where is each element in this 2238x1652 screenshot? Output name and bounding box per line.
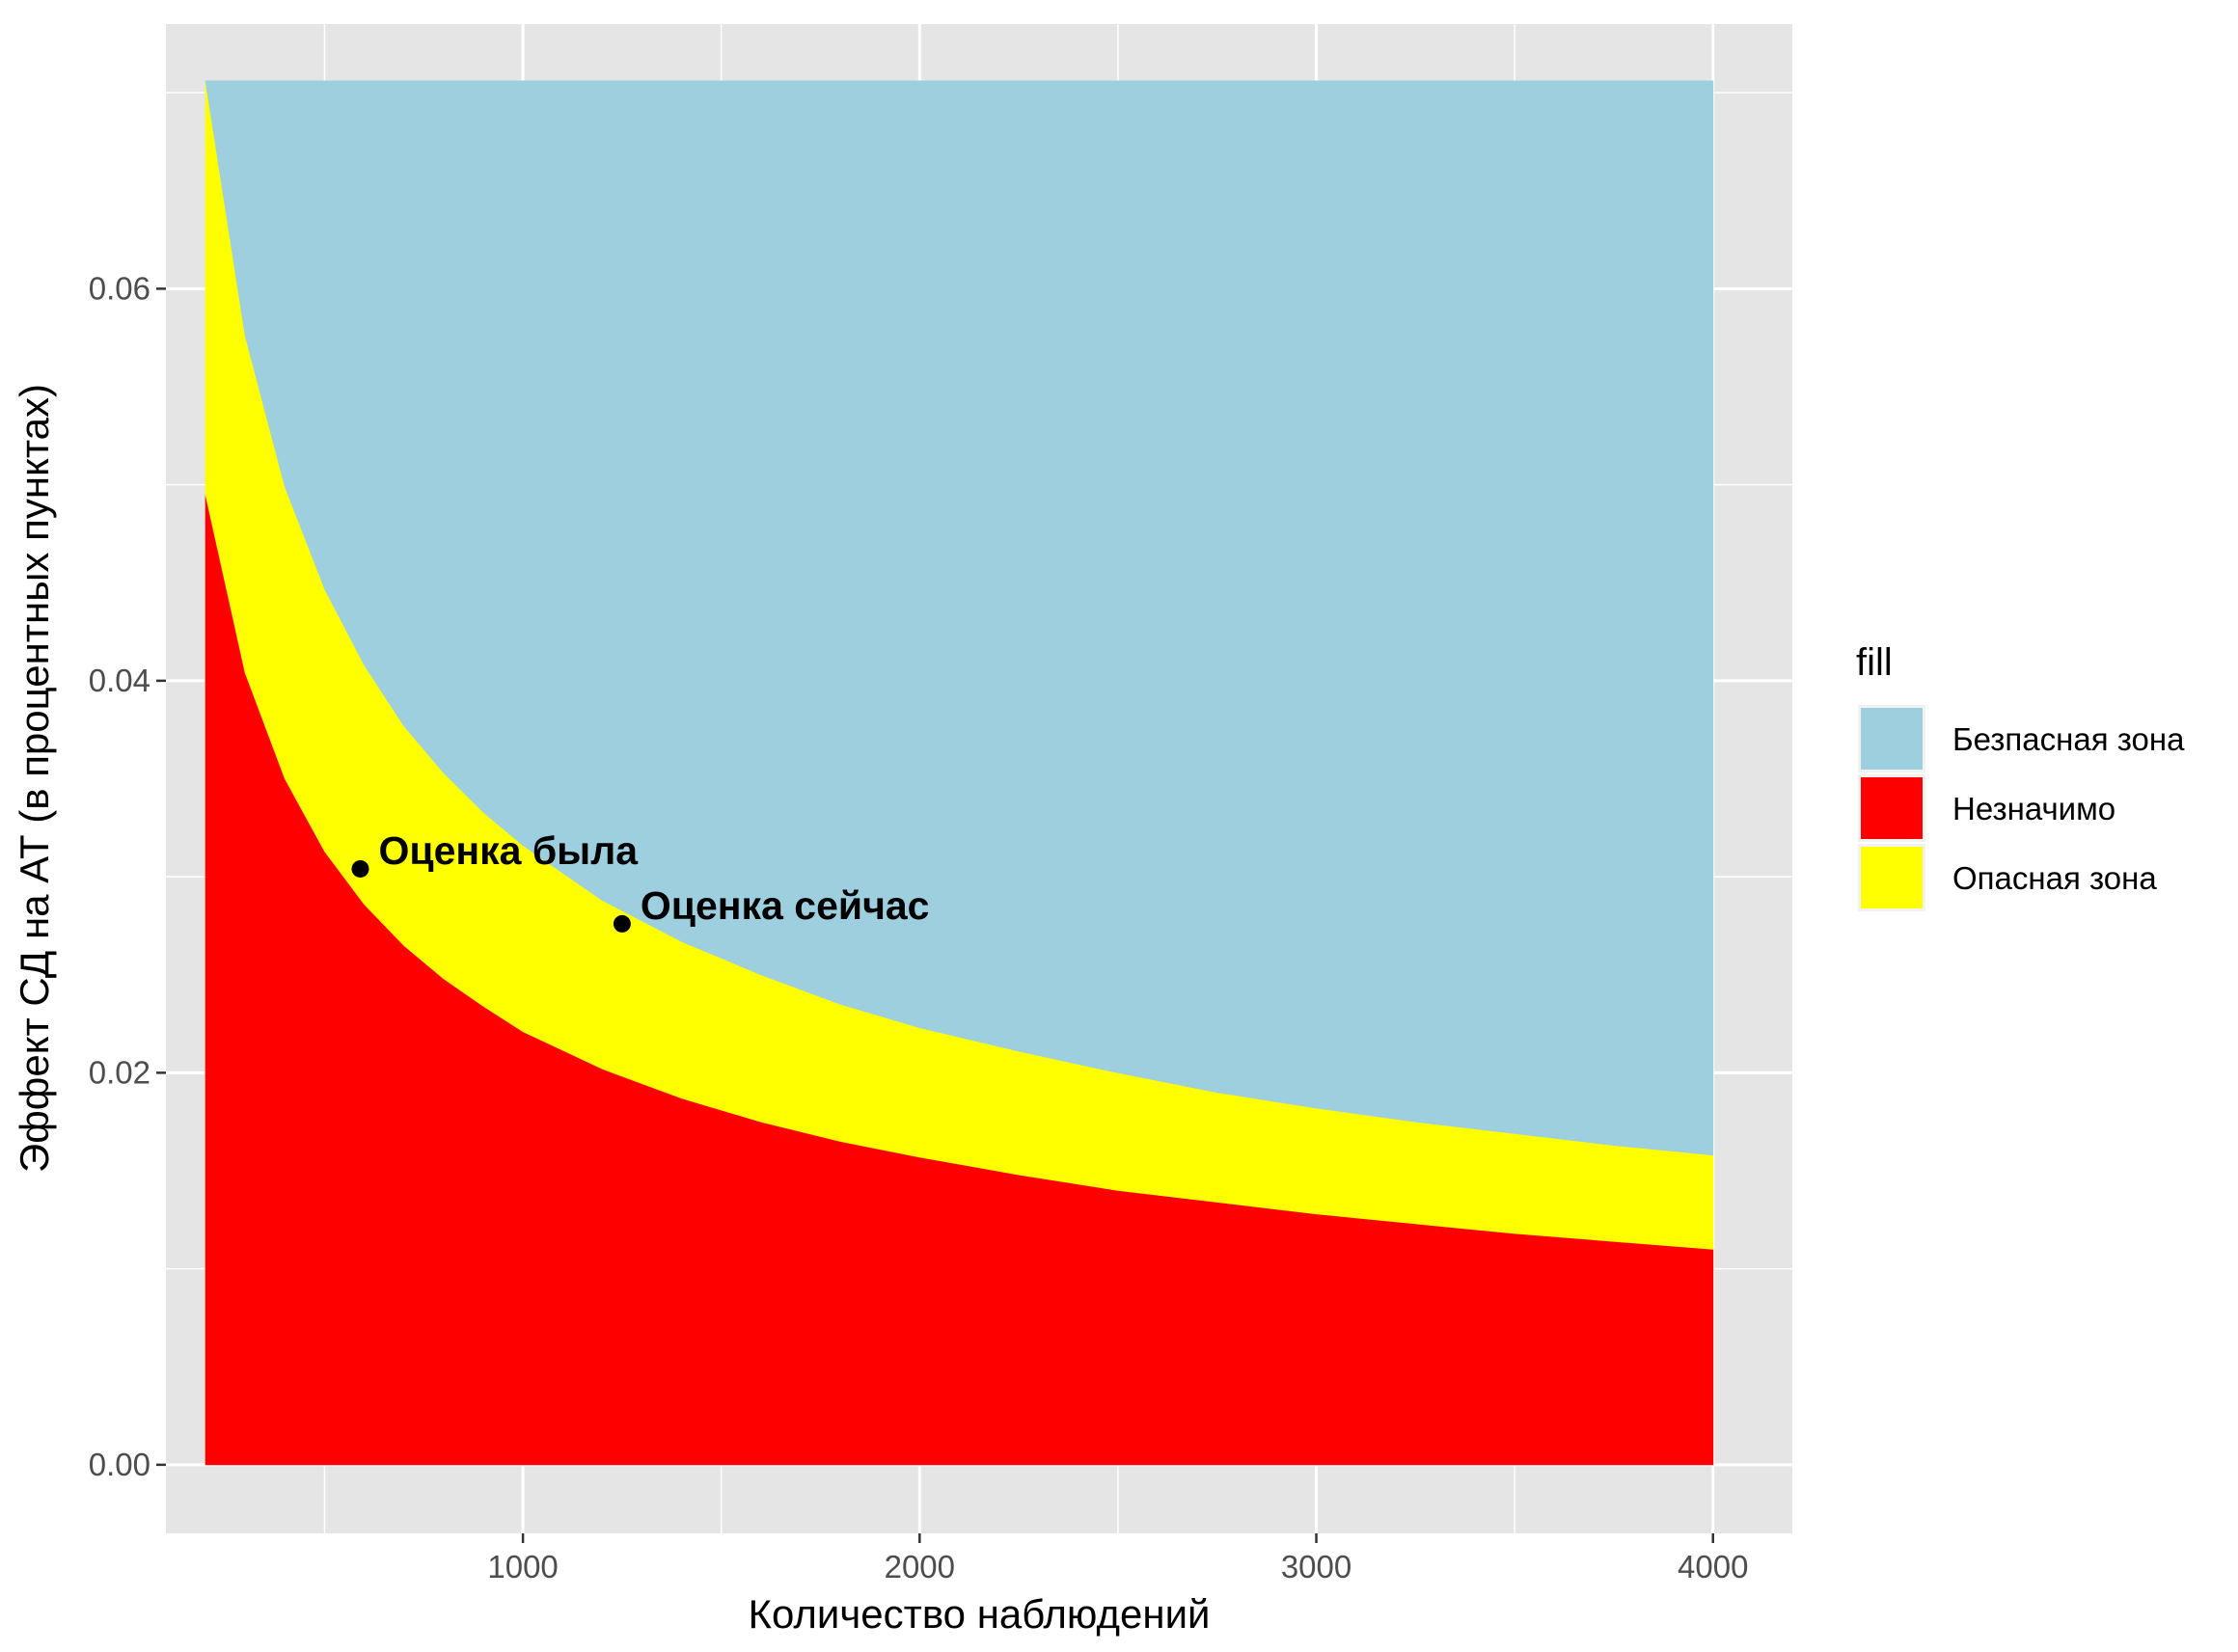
- x-tick-label: 3000: [1281, 1549, 1351, 1584]
- area-series: [205, 80, 1714, 1466]
- legend: fill Безпасная зона Незначимо Опасная зона: [1856, 641, 2185, 911]
- legend-label: Опасная зона: [1952, 860, 2157, 896]
- y-tick-label: 0.02: [89, 1054, 150, 1090]
- x-tick-label: 2000: [885, 1549, 955, 1584]
- legend-swatch: [1861, 847, 1923, 908]
- x-axis-ticks: 1000 2000 3000 4000: [487, 1533, 1748, 1584]
- legend-items: Безпасная зона Незначимо Опасная зона: [1858, 705, 2185, 911]
- y-axis-title: Эффект СД на АТ (в процентных пунктах): [12, 384, 57, 1173]
- area-safe-zone: [205, 80, 1714, 1156]
- legend-swatch: [1861, 777, 1923, 839]
- estimate-point: [613, 914, 631, 933]
- y-axis-ticks: 0.00 0.02 0.04 0.06: [89, 270, 166, 1482]
- legend-label: Незначимо: [1952, 791, 2115, 826]
- x-axis-title: Количество наблюдений: [748, 1591, 1210, 1637]
- legend-title: fill: [1856, 641, 1893, 684]
- legend-swatch: [1861, 708, 1923, 770]
- x-tick-label: 4000: [1678, 1549, 1748, 1584]
- y-tick-label: 0.00: [89, 1447, 150, 1482]
- y-tick-label: 0.04: [89, 663, 150, 698]
- x-tick-label: 1000: [487, 1549, 558, 1584]
- y-tick-label: 0.06: [89, 270, 150, 306]
- point-label: Оценка сейчас: [641, 883, 930, 928]
- legend-label: Безпасная зона: [1952, 721, 2185, 757]
- point-label: Оценка была: [378, 828, 639, 873]
- estimate-point: [351, 859, 369, 878]
